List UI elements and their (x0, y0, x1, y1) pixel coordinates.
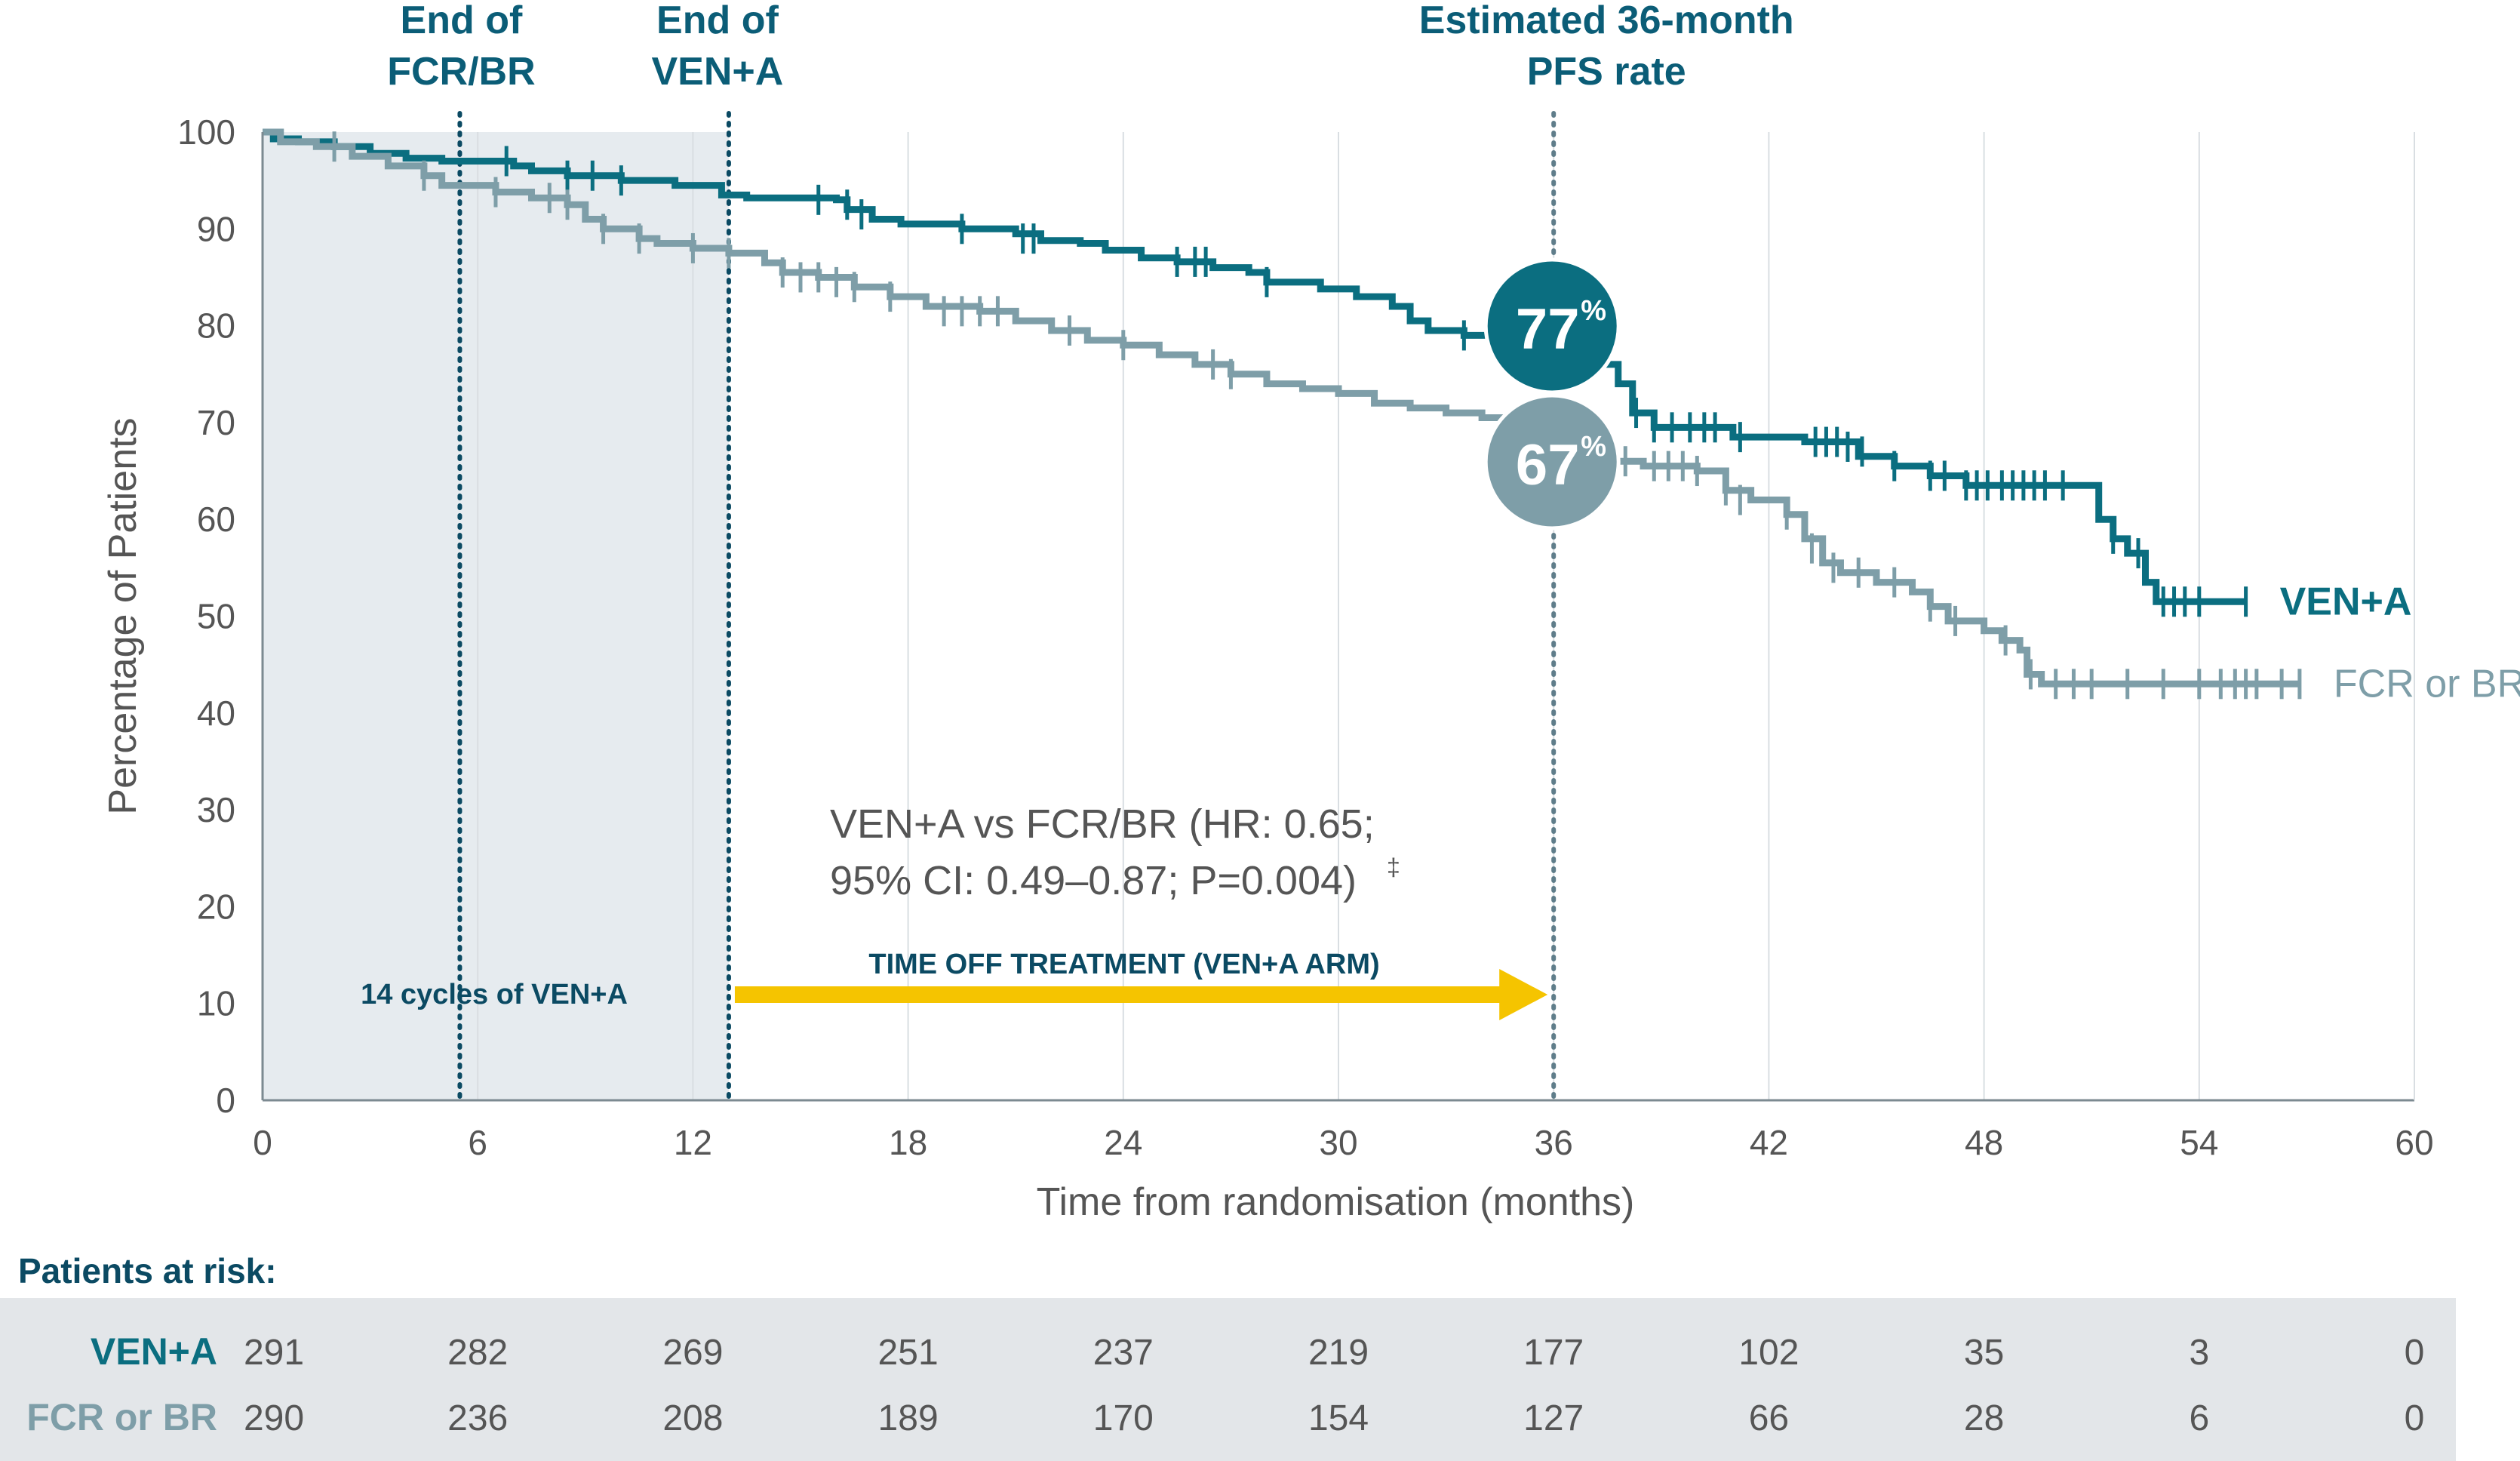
estimate-value-77: 77 (1516, 297, 1580, 361)
y-tick-label-60: 60 (197, 500, 235, 539)
estimate-value-67: 67 (1516, 433, 1580, 497)
risk-table-title: Patients at risk: (18, 1251, 277, 1290)
y-tick-label-50: 50 (197, 597, 235, 636)
landmark-label-1-line-2: FCR/BR (387, 50, 535, 94)
series-line-ven-a (263, 128, 2246, 605)
y-tick-label-30: 30 (197, 790, 235, 829)
landmark-label-3-line-1: Estimated 36-month (1419, 0, 1794, 42)
series-layer: VEN+A FCR or BR (263, 128, 2520, 706)
arrow-label: TIME OFF TREATMENT (VEN+A ARM) (868, 949, 1379, 980)
risk-value-fcr-or-br-12: 208 (662, 1398, 723, 1438)
risk-value-fcr-or-br-6: 236 (447, 1398, 508, 1438)
risk-value-ven-a-54: 3 (2189, 1333, 2209, 1373)
shaded-region-treatment (263, 132, 729, 1100)
risk-value-fcr-or-br-48: 28 (1964, 1398, 2004, 1438)
y-tick-label-90: 90 (197, 209, 235, 248)
x-tick-label-60: 60 (2395, 1123, 2433, 1162)
risk-value-ven-a-30: 219 (1308, 1333, 1369, 1373)
y-tick-label-70: 70 (197, 403, 235, 442)
legend-label-fcr-or-br: FCR or BR (2334, 662, 2520, 706)
risk-value-ven-a-12: 269 (662, 1333, 723, 1373)
background-layer (263, 132, 729, 1100)
risk-value-fcr-or-br-30: 154 (1308, 1398, 1369, 1438)
landmark-label-2-line-2: VEN+A (652, 50, 784, 94)
y-tick-label-10: 10 (197, 984, 235, 1023)
risk-row-label-fcr-or-br: FCR or BR (26, 1396, 217, 1438)
x-axis-label: Time from randomisation (months) (1037, 1180, 1635, 1224)
risk-table-background (0, 1298, 2456, 1461)
risk-value-fcr-or-br-36: 127 (1523, 1398, 1584, 1438)
grid-layer (477, 132, 2415, 1100)
estimate-circle-77 (1483, 257, 1621, 395)
estimate-circle-67 (1483, 393, 1621, 531)
shaded-region-label: 14 cycles of VEN+A (361, 979, 628, 1010)
axes-layer: 0 6 12 18 24 30 36 42 48 54 60 0 10 20 30 40 50 60 70 80 90 1… (101, 112, 2434, 1224)
x-tick-label-18: 18 (889, 1123, 927, 1162)
hr-footnote-mark: ‡ (1387, 854, 1400, 881)
risk-value-fcr-or-br-60: 0 (2405, 1398, 2425, 1438)
y-tick-label-100: 100 (177, 112, 235, 152)
treatment-arrow-head (1499, 969, 1548, 1020)
risk-value-ven-a-6: 282 (447, 1333, 508, 1373)
risk-value-fcr-or-br-24: 170 (1093, 1398, 1154, 1438)
risk-value-fcr-or-br-54: 6 (2189, 1398, 2209, 1438)
y-tick-label-20: 20 (197, 887, 235, 926)
risk-value-ven-a-42: 102 (1738, 1333, 1799, 1373)
estimate-suffix-67: % (1581, 431, 1606, 463)
risk-value-fcr-or-br-18: 189 (878, 1398, 939, 1438)
y-tick-label-40: 40 (197, 694, 235, 733)
legend-label-ven-a: VEN+A (2280, 580, 2412, 623)
risk-value-ven-a-60: 0 (2405, 1333, 2425, 1373)
estimate-suffix-77: % (1581, 295, 1606, 327)
x-tick-label-30: 30 (1319, 1123, 1357, 1162)
risk-table-layer: Patients at risk: VEN+A 291 282 269 251 237 219… (0, 1251, 2456, 1461)
x-tick-label-48: 48 (1965, 1123, 2003, 1162)
landmark-label-3-line-2: PFS rate (1527, 50, 1686, 94)
hr-text-line-1: VEN+A vs FCR/BR (HR: 0.65; (830, 801, 1375, 847)
x-tick-label-36: 36 (1535, 1123, 1573, 1162)
y-axis-label: Percentage of Patients (101, 417, 145, 814)
x-tick-label-6: 6 (468, 1123, 487, 1162)
risk-value-ven-a-18: 251 (878, 1333, 939, 1373)
risk-value-ven-a-24: 237 (1093, 1333, 1154, 1373)
x-tick-label-12: 12 (674, 1123, 712, 1162)
landmark-layer: End of FCR/BR End of VEN+A Estimated 36-mont… (387, 0, 1794, 1103)
risk-value-fcr-or-br-42: 66 (1749, 1398, 1789, 1438)
y-tick-label-0: 0 (216, 1081, 235, 1120)
landmark-label-2-line-1: End of (656, 0, 779, 42)
x-tick-label-0: 0 (253, 1123, 272, 1162)
x-tick-label-54: 54 (2180, 1123, 2218, 1162)
risk-value-ven-a-0: 291 (244, 1333, 304, 1373)
y-tick-label-80: 80 (197, 306, 235, 346)
landmark-label-1-line-1: End of (401, 0, 523, 42)
risk-value-ven-a-48: 35 (1964, 1333, 2004, 1373)
x-tick-label-42: 42 (1750, 1123, 1788, 1162)
hr-text-line-2: 95% CI: 0.49–0.87; P=0.004) (830, 858, 1357, 903)
risk-row-label-ven-a: VEN+A (91, 1330, 217, 1373)
risk-value-fcr-or-br-0: 290 (244, 1398, 304, 1438)
x-tick-label-24: 24 (1104, 1123, 1142, 1162)
risk-value-ven-a-36: 177 (1523, 1333, 1584, 1373)
